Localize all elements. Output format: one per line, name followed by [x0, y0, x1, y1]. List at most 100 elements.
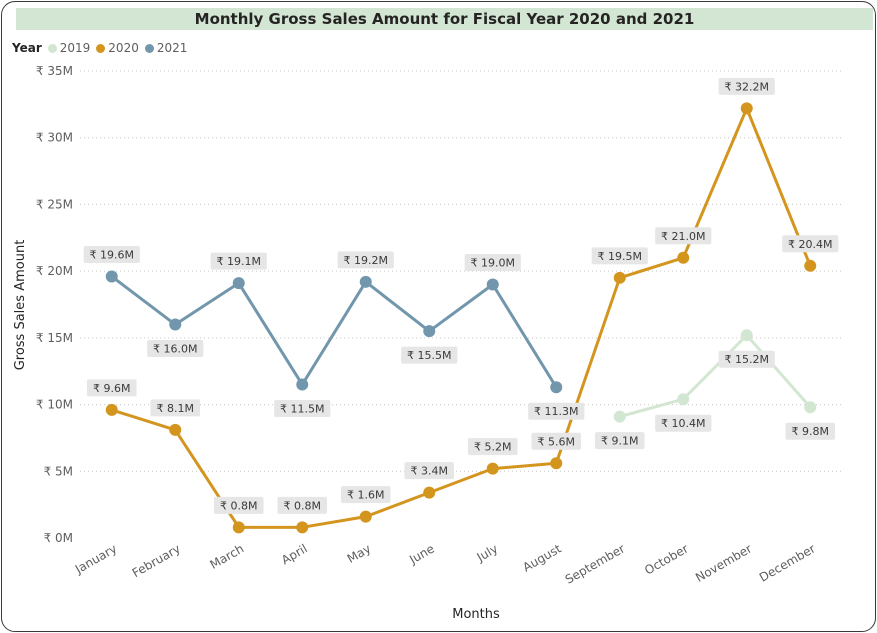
data-point-2020 — [804, 259, 817, 272]
data-label: ₹ 9.8M — [792, 425, 829, 438]
data-label: ₹ 5.6M — [538, 435, 575, 448]
data-label-box — [150, 399, 201, 417]
legend-marker-2021 — [144, 43, 154, 53]
data-point-2020 — [296, 521, 309, 534]
data-label: ₹ 11.5M — [280, 403, 324, 416]
series-line-2020 — [111, 106, 812, 529]
x-axis-title: Months — [452, 607, 500, 622]
legend-item-2021[interactable]: 2021 — [144, 41, 187, 55]
data-label-box — [464, 253, 521, 271]
x-tick-label: October — [642, 541, 691, 577]
data-label-box — [531, 432, 582, 450]
chart-title: Monthly Gross Sales Amount for Fiscal Ye… — [194, 10, 695, 28]
data-label-box — [83, 245, 140, 263]
data-point-2020 — [423, 486, 436, 499]
x-tick-label: January — [72, 541, 119, 576]
data-label: ₹ 15.2M — [725, 353, 769, 366]
data-point-2019 — [804, 401, 817, 414]
y-tick-label: ₹ 25M — [36, 197, 73, 211]
data-point-2019 — [677, 393, 690, 406]
legend-marker-2019 — [47, 43, 57, 53]
data-point-2019 — [740, 329, 753, 342]
data-label: ₹ 11.3M — [534, 405, 578, 418]
data-point-2021 — [232, 277, 245, 290]
data-point-2021 — [359, 275, 372, 288]
data-point-2019 — [613, 410, 626, 423]
x-tick-label: March — [208, 541, 247, 571]
data-label-box — [86, 379, 137, 397]
title-bar: Monthly Gross Sales Amount for Fiscal Ye… — [16, 8, 873, 30]
data-label: ₹ 5.2M — [474, 441, 511, 454]
data-label: ₹ 19.0M — [471, 256, 515, 269]
data-label-box — [467, 438, 518, 456]
data-label: ₹ 19.6M — [90, 248, 134, 261]
data-label-box — [785, 422, 836, 440]
y-axis-title: Gross Sales Amount — [13, 240, 28, 371]
data-label-box — [401, 346, 458, 364]
data-label-box — [277, 496, 328, 514]
data-point-2021 — [169, 318, 182, 331]
x-tick-label: April — [279, 541, 310, 567]
data-label-box — [274, 400, 331, 418]
x-tick-label: December — [757, 541, 818, 584]
data-label: ₹ 1.6M — [347, 489, 384, 502]
data-label-box — [147, 340, 204, 358]
data-point-2020 — [105, 403, 118, 416]
data-label: ₹ 3.4M — [411, 465, 448, 478]
y-tick-label: ₹ 0M — [44, 531, 73, 545]
series-line-2021 — [110, 275, 558, 389]
legend: Year 2019 2020 2021 — [12, 40, 193, 56]
data-label-box — [655, 414, 712, 432]
data-point-2020 — [677, 251, 690, 264]
data-label: ₹ 9.1M — [601, 435, 638, 448]
x-tick-label: November — [693, 541, 754, 584]
data-point-2021 — [550, 381, 563, 394]
data-label-box — [718, 350, 775, 368]
data-label: ₹ 10.4M — [661, 417, 705, 430]
y-tick-label: ₹ 30M — [36, 131, 73, 145]
data-label: ₹ 19.2M — [344, 254, 388, 267]
legend-item-2020[interactable]: 2020 — [96, 41, 139, 55]
y-tick-label: ₹ 15M — [36, 331, 73, 345]
data-label: ₹ 20.4M — [788, 238, 832, 251]
x-tick-label: August — [520, 541, 564, 574]
data-label: ₹ 32.2M — [725, 80, 769, 93]
data-label-box — [210, 252, 267, 270]
data-label-box — [655, 227, 712, 245]
data-label-box — [591, 247, 648, 265]
data-point-2020 — [613, 271, 626, 284]
x-tick-label: September — [563, 541, 627, 586]
data-label-box — [718, 77, 775, 95]
data-label: ₹ 9.6M — [93, 382, 130, 395]
data-label: ₹ 19.5M — [598, 250, 642, 263]
data-point-2020 — [740, 102, 753, 115]
x-tick-label: July — [474, 541, 501, 564]
data-point-2020 — [232, 521, 245, 534]
data-point-2020 — [486, 462, 499, 475]
data-label: ₹ 8.1M — [157, 402, 194, 415]
legend-label-2019: 2019 — [59, 41, 91, 55]
data-label: ₹ 19.1M — [217, 255, 261, 268]
data-point-2020 — [169, 423, 182, 436]
y-tick-label: ₹ 35M — [36, 64, 73, 78]
legend-label-2020: 2020 — [108, 41, 139, 55]
x-tick-label: May — [345, 541, 373, 566]
data-label-box — [337, 251, 394, 269]
data-point-2020 — [550, 457, 563, 470]
data-label-box — [404, 462, 455, 480]
legend-title: Year — [12, 41, 42, 55]
legend-item-2019[interactable]: 2019 — [47, 41, 91, 55]
y-tick-label: ₹ 10M — [36, 398, 73, 412]
data-label-box — [340, 486, 391, 504]
data-label: ₹ 21.0M — [661, 230, 705, 243]
x-tick-label: February — [130, 541, 183, 580]
legend-marker-2020 — [96, 43, 106, 53]
data-label: ₹ 0.8M — [220, 499, 257, 512]
data-label-box — [213, 496, 264, 514]
data-label: ₹ 16.0M — [153, 343, 197, 356]
data-label-box — [594, 432, 645, 450]
data-point-2020 — [359, 510, 372, 523]
x-tick-label: June — [406, 541, 437, 567]
